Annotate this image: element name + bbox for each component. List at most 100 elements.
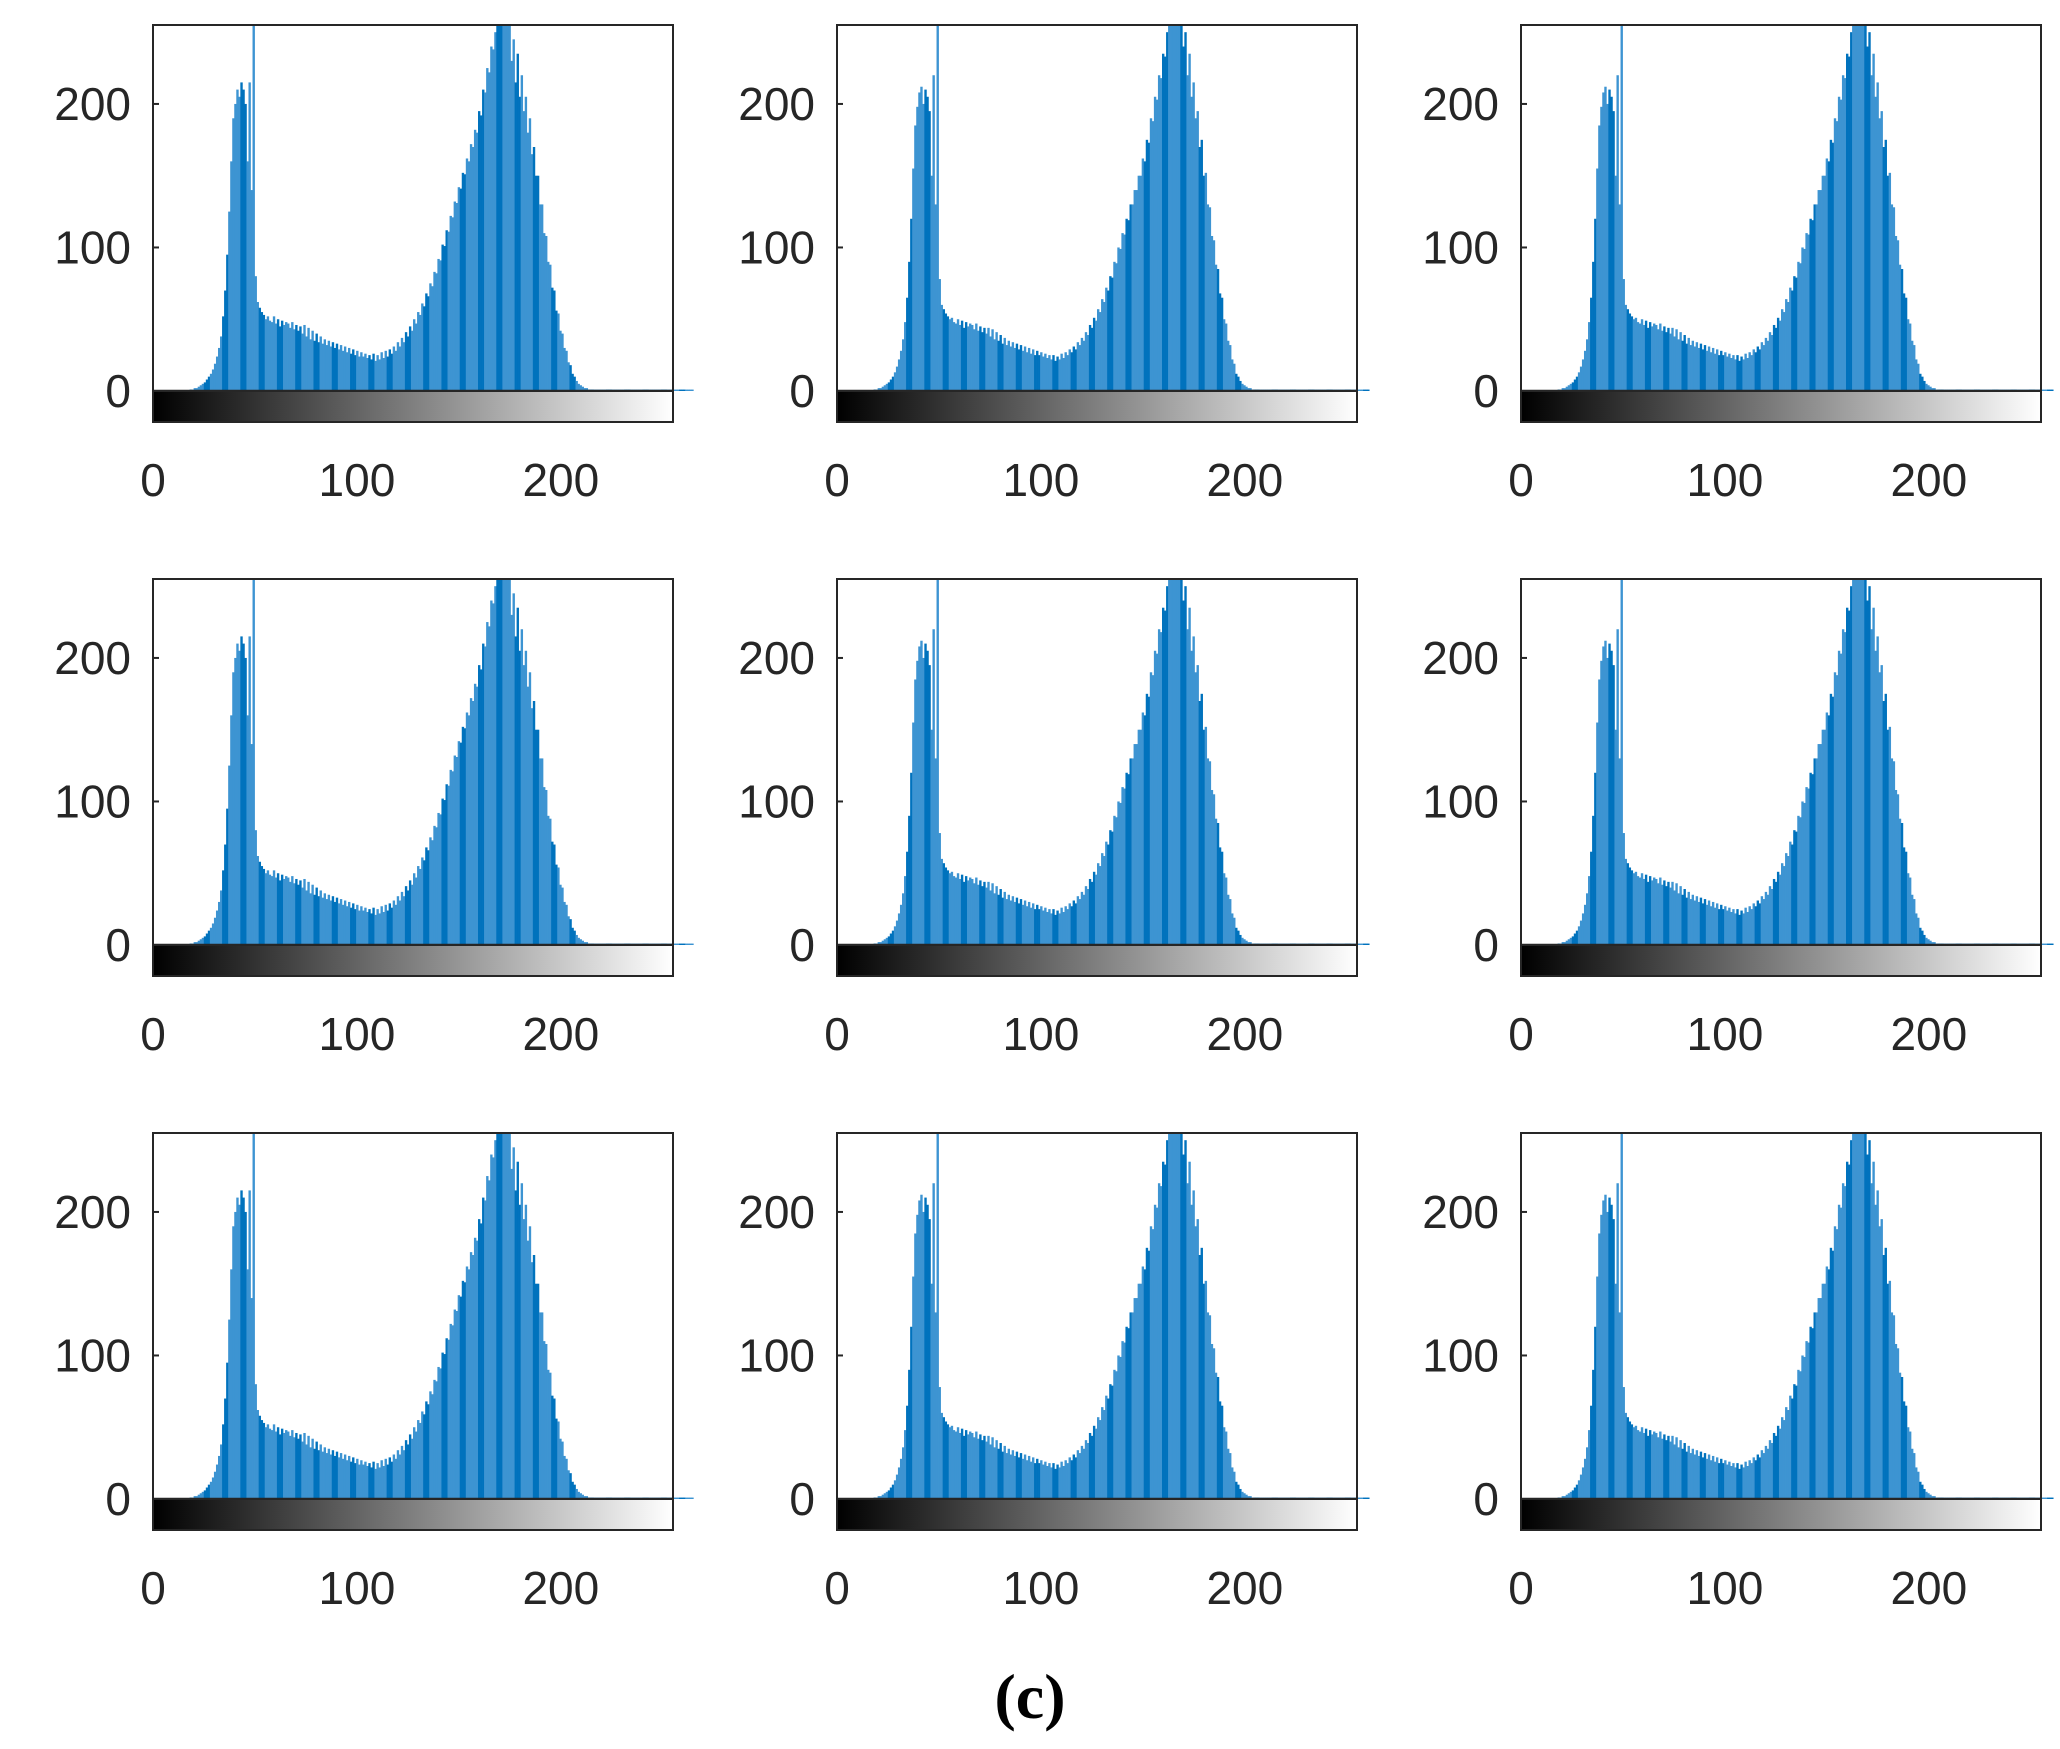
histogram-bar — [228, 211, 231, 391]
histogram-bar — [455, 1310, 459, 1499]
histogram-bar — [1198, 147, 1201, 391]
histogram-bar — [677, 1497, 680, 1499]
histogram-bar — [1890, 1312, 1894, 1499]
histogram-bar — [1866, 600, 1869, 945]
histogram-bar — [1137, 729, 1141, 945]
histogram-bar — [1139, 729, 1143, 945]
histogram-bar — [987, 881, 990, 945]
histogram-bar — [960, 874, 964, 945]
histogram-bar — [1212, 1348, 1216, 1499]
histogram-bar — [1103, 856, 1106, 945]
histogram-bar — [1034, 355, 1037, 391]
histogram-bar — [1359, 1497, 1362, 1499]
histogram-bar — [1084, 332, 1088, 391]
x-tick-label: 0 — [1508, 1562, 1534, 1614]
histogram-bar — [234, 657, 237, 945]
histogram-bar — [1705, 350, 1709, 391]
histogram-bar — [1880, 665, 1883, 945]
x-tick-label: 0 — [1508, 454, 1534, 506]
histogram-bar — [936, 1133, 939, 1499]
histogram-bar — [569, 919, 572, 945]
histogram-bar — [997, 1448, 1000, 1499]
histogram-bar — [1198, 701, 1201, 945]
histogram-bar — [1815, 1312, 1818, 1499]
histogram-bar — [1119, 802, 1122, 945]
histogram-bar — [1567, 1493, 1571, 1499]
histogram-bar — [934, 204, 937, 391]
histogram-bar — [1602, 1200, 1605, 1499]
histogram-bar — [293, 1437, 296, 1499]
histogram-bar — [1216, 823, 1220, 945]
histogram-bar — [1734, 1467, 1737, 1499]
histogram-bar — [1651, 326, 1654, 391]
gray-colorbar — [152, 390, 674, 423]
histogram-bar — [329, 900, 333, 945]
histogram-bar — [1789, 1395, 1792, 1499]
histogram-bar — [685, 943, 688, 945]
histogram-bar — [1097, 1417, 1100, 1499]
histogram-bar — [1665, 332, 1668, 391]
histogram-bar — [673, 943, 676, 945]
histogram-bar — [1860, 579, 1863, 945]
histogram-bar — [254, 276, 257, 391]
histogram-bar — [995, 1440, 998, 1499]
histogram-bar — [926, 650, 929, 945]
histogram-bar — [510, 1168, 513, 1499]
histogram-bar — [547, 261, 550, 391]
histogram-bar — [1833, 1226, 1837, 1499]
histogram-bar — [512, 39, 515, 391]
histogram-bar — [952, 1430, 956, 1499]
histogram-bar — [930, 729, 933, 945]
histogram-bar — [447, 231, 450, 391]
histogram-bar — [1178, 579, 1181, 945]
histogram-bar — [303, 878, 306, 945]
histogram-bar — [195, 942, 199, 945]
histogram-bar — [278, 880, 282, 945]
histogram-bar — [341, 904, 345, 945]
histogram-bar — [1078, 899, 1082, 945]
histogram-bar — [577, 1491, 580, 1499]
x-tick-label: 200 — [522, 1562, 599, 1614]
histogram-bar — [538, 758, 542, 945]
histogram-bar — [567, 362, 570, 391]
histogram-bar — [1770, 889, 1774, 945]
histogram-bar — [1923, 1488, 1926, 1499]
histogram-bar — [565, 904, 568, 945]
histogram-bar — [331, 342, 335, 391]
histogram-bar — [1224, 1431, 1228, 1499]
histogram-bar — [1713, 1461, 1717, 1499]
histogram-bar — [557, 313, 560, 391]
histogram-bar — [1606, 657, 1609, 945]
gray-colorbar — [152, 944, 674, 977]
histogram-bar — [1805, 1341, 1808, 1499]
axes-box — [836, 578, 1358, 945]
histogram-bar — [1143, 161, 1147, 391]
histogram-bar — [885, 1491, 889, 1499]
y-tick-label: 200 — [54, 1186, 131, 1238]
histogram-bar — [1058, 913, 1061, 945]
histogram-bar — [948, 1427, 952, 1499]
histogram-bar — [504, 579, 507, 945]
histogram-bar — [492, 603, 495, 945]
histogram-bar — [1155, 653, 1159, 945]
histogram-bar — [254, 830, 257, 945]
histogram-bar — [983, 1435, 986, 1499]
histogram-bar — [323, 893, 327, 945]
histogram-bar — [995, 886, 998, 945]
histogram-bar — [364, 353, 367, 391]
histogram-bar — [1758, 349, 1762, 391]
histogram-bar — [1634, 871, 1638, 945]
histogram-bar — [1086, 335, 1090, 391]
histogram-bar — [1099, 312, 1102, 391]
histogram-bar — [967, 326, 970, 391]
histogram-bar — [1133, 190, 1136, 391]
histogram-bar — [1586, 339, 1589, 391]
histogram-bar — [1005, 899, 1008, 945]
histogram-bar — [983, 327, 986, 391]
histogram-bar — [1596, 722, 1599, 945]
histogram-bar — [561, 1441, 564, 1499]
histogram-bar — [1799, 817, 1802, 945]
histogram-bar — [930, 1283, 933, 1499]
histogram-bar — [1194, 118, 1197, 391]
histogram-bar — [1569, 1491, 1573, 1499]
